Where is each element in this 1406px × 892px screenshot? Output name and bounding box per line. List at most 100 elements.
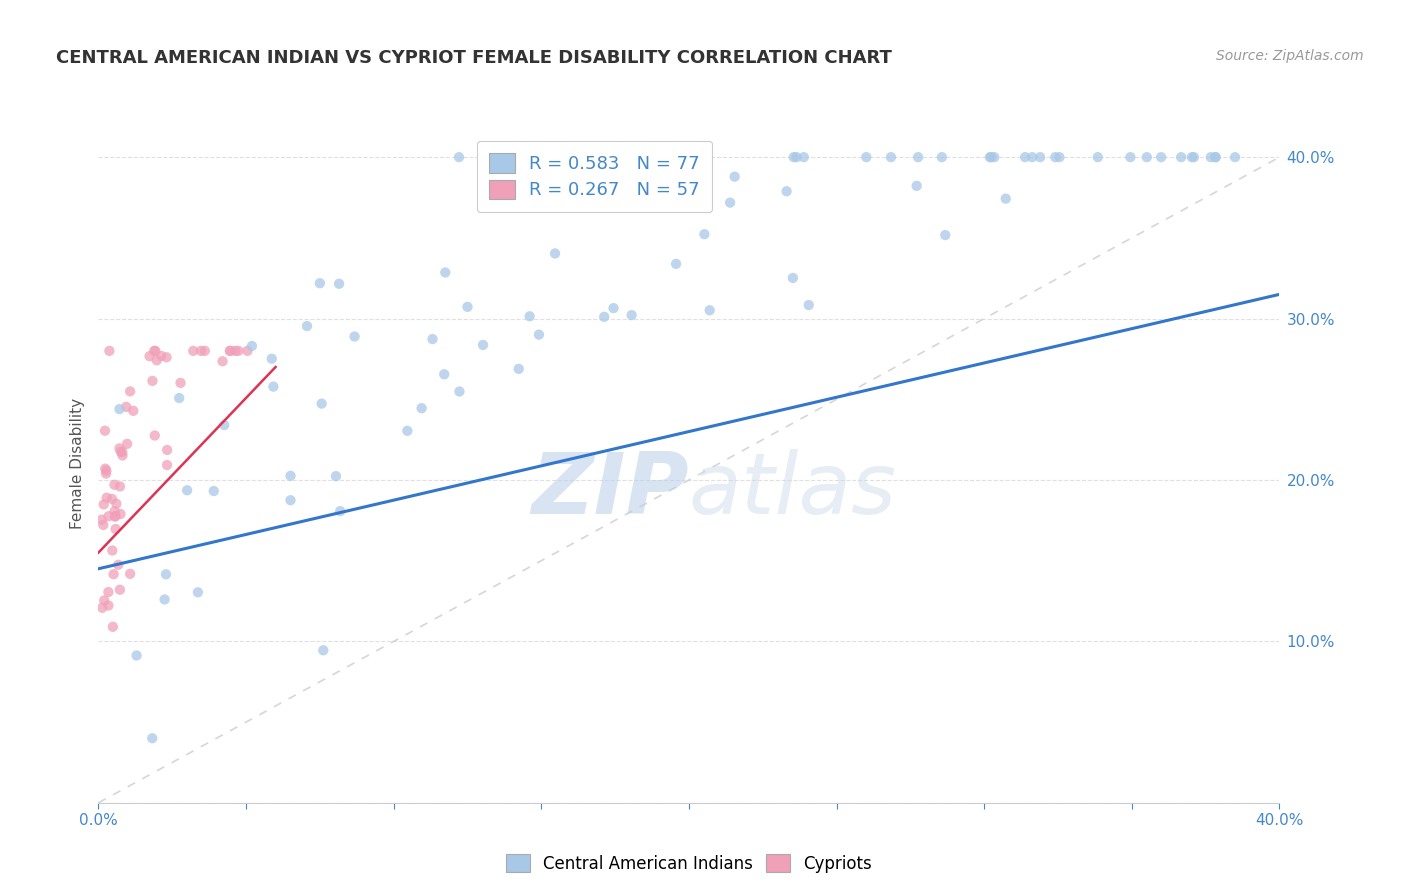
Point — [602, 301, 624, 315]
Point — [343, 329, 366, 343]
Point — [797, 298, 820, 312]
Point — [236, 343, 259, 358]
Point — [240, 339, 263, 353]
Point — [111, 449, 134, 463]
Point — [1181, 150, 1204, 164]
Point — [783, 150, 806, 164]
Point — [295, 319, 318, 334]
Point — [411, 401, 433, 416]
Point — [905, 178, 928, 193]
Point — [93, 593, 115, 607]
Legend: Central American Indians, Cypriots: Central American Indians, Cypriots — [499, 847, 879, 880]
Point — [156, 442, 179, 457]
Point — [228, 343, 250, 358]
Point — [115, 400, 138, 414]
Point — [141, 374, 163, 388]
Point — [449, 384, 471, 399]
Point — [96, 491, 118, 505]
Point — [786, 150, 808, 164]
Y-axis label: Female Disability: Female Disability — [69, 398, 84, 530]
Point — [686, 150, 709, 164]
Point — [718, 195, 741, 210]
Text: ZIP: ZIP — [531, 450, 689, 533]
Point — [1204, 150, 1226, 164]
Point — [1119, 150, 1142, 164]
Point — [1021, 150, 1043, 164]
Point — [212, 418, 235, 433]
Point — [219, 343, 242, 358]
Point — [1136, 150, 1159, 164]
Point — [91, 600, 114, 615]
Point — [1049, 150, 1071, 164]
Point — [155, 567, 177, 582]
Point — [176, 483, 198, 498]
Point — [1205, 150, 1227, 164]
Point — [880, 150, 903, 164]
Point — [97, 599, 120, 613]
Text: Source: ZipAtlas.com: Source: ZipAtlas.com — [1216, 49, 1364, 63]
Point — [519, 310, 541, 324]
Point — [311, 396, 333, 410]
Point — [90, 513, 112, 527]
Point — [143, 428, 166, 442]
Point — [724, 169, 747, 184]
Point — [125, 648, 148, 663]
Point — [108, 402, 131, 417]
Point — [97, 585, 120, 599]
Point — [907, 150, 929, 164]
Point — [96, 464, 118, 478]
Point — [190, 343, 212, 358]
Point — [994, 192, 1017, 206]
Point — [855, 150, 877, 164]
Point — [325, 469, 347, 483]
Point — [457, 300, 479, 314]
Point — [544, 246, 567, 260]
Point — [156, 458, 179, 472]
Point — [103, 477, 125, 491]
Point — [665, 257, 688, 271]
Point — [110, 444, 132, 458]
Point — [931, 150, 953, 164]
Point — [141, 731, 163, 746]
Point — [153, 592, 176, 607]
Point — [280, 493, 302, 508]
Point — [508, 362, 530, 376]
Point — [98, 343, 121, 358]
Point — [396, 424, 419, 438]
Point — [187, 585, 209, 599]
Point — [983, 150, 1005, 164]
Point — [181, 343, 204, 358]
Point — [120, 384, 142, 399]
Point — [433, 368, 456, 382]
Point — [1087, 150, 1109, 164]
Point — [224, 343, 246, 358]
Point — [422, 332, 444, 346]
Text: CENTRAL AMERICAN INDIAN VS CYPRIOT FEMALE DISABILITY CORRELATION CHART: CENTRAL AMERICAN INDIAN VS CYPRIOT FEMAL… — [56, 49, 893, 67]
Point — [120, 566, 142, 581]
Legend: R = 0.583   N = 77, R = 0.267   N = 57: R = 0.583 N = 77, R = 0.267 N = 57 — [477, 141, 713, 212]
Point — [94, 467, 117, 481]
Point — [101, 543, 124, 558]
Point — [105, 497, 128, 511]
Point — [472, 338, 495, 352]
Point — [104, 509, 127, 524]
Point — [980, 150, 1002, 164]
Point — [979, 150, 1001, 164]
Point — [782, 271, 804, 285]
Point — [934, 228, 956, 243]
Point — [103, 567, 125, 582]
Point — [155, 351, 177, 365]
Point — [104, 522, 127, 536]
Point — [262, 379, 284, 393]
Point — [1170, 150, 1192, 164]
Point — [93, 497, 115, 511]
Point — [138, 349, 160, 363]
Text: atlas: atlas — [689, 450, 897, 533]
Point — [104, 504, 127, 518]
Point — [122, 404, 145, 418]
Point — [194, 343, 217, 358]
Point — [108, 479, 131, 493]
Point — [115, 437, 138, 451]
Point — [447, 150, 470, 164]
Point — [167, 391, 190, 405]
